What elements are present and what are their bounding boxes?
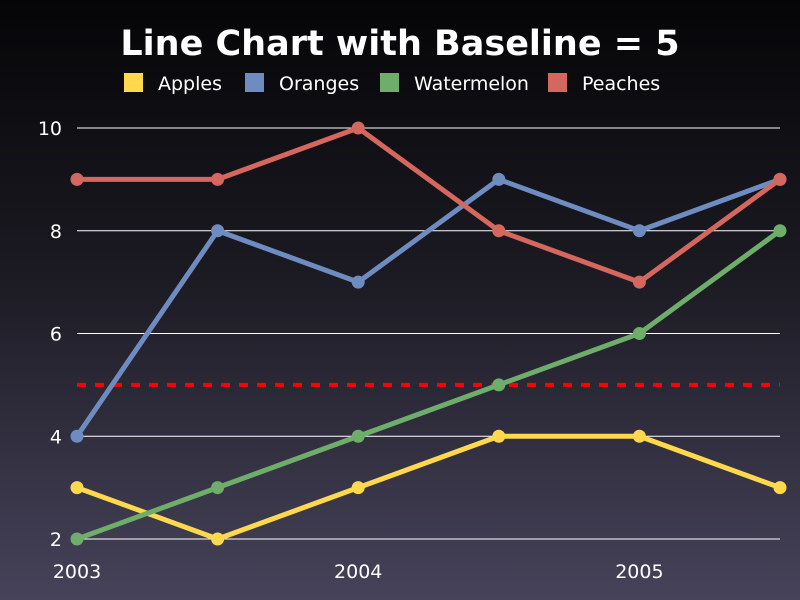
data-point-oranges <box>632 224 646 238</box>
series-apples <box>70 429 787 546</box>
legend-swatch <box>245 73 264 92</box>
data-point-peaches <box>70 172 84 186</box>
data-point-peaches <box>351 121 365 135</box>
data-point-peaches <box>632 275 646 289</box>
x-tick-label: 2005 <box>615 561 663 583</box>
data-point-peaches <box>211 172 225 186</box>
series-line-peaches <box>74 125 783 285</box>
data-point-oranges <box>211 224 225 238</box>
legend-label: Watermelon <box>414 73 529 95</box>
y-tick-label: 6 <box>50 324 62 346</box>
data-point-oranges <box>70 429 84 443</box>
x-axis: 2003 2004 2005 <box>53 561 664 583</box>
data-point-watermelon <box>492 378 506 392</box>
series-oranges <box>70 172 787 443</box>
series-line-apples <box>74 433 783 542</box>
chart-title: Line Chart with Baseline = 5 <box>120 24 679 64</box>
legend-swatch <box>548 73 567 92</box>
data-point-peaches <box>773 172 787 186</box>
data-point-watermelon <box>211 481 225 495</box>
legend: Apples Oranges Watermelon Peaches <box>124 73 660 95</box>
y-tick-label: 8 <box>50 221 62 243</box>
data-point-watermelon <box>632 327 646 340</box>
legend-item-peaches: Peaches <box>548 73 660 95</box>
legend-swatch <box>124 73 143 92</box>
y-axis: 2 4 6 8 10 <box>38 118 62 551</box>
series-line-watermelon <box>74 228 783 542</box>
y-tick-label: 10 <box>38 118 62 140</box>
legend-swatch <box>380 73 399 92</box>
data-point-apples <box>773 481 787 495</box>
series-line-oranges <box>74 176 783 439</box>
x-tick-label: 2003 <box>53 561 101 583</box>
legend-item-oranges: Oranges <box>245 73 359 95</box>
data-point-oranges <box>351 275 365 289</box>
data-point-watermelon <box>70 532 84 546</box>
data-point-watermelon <box>773 224 787 238</box>
data-point-oranges <box>492 172 506 186</box>
legend-item-watermelon: Watermelon <box>380 73 529 95</box>
x-tick-label: 2004 <box>334 561 382 583</box>
gridlines <box>77 127 780 540</box>
data-point-watermelon <box>351 429 365 443</box>
data-point-apples <box>351 481 365 495</box>
series-watermelon <box>70 224 787 546</box>
data-point-apples <box>632 429 646 443</box>
legend-label: Oranges <box>279 73 359 95</box>
legend-item-apples: Apples <box>124 73 222 95</box>
legend-label: Apples <box>158 73 222 95</box>
data-point-apples <box>211 532 225 546</box>
data-point-apples <box>492 429 506 443</box>
legend-label: Peaches <box>582 73 660 95</box>
y-tick-label: 4 <box>50 426 62 448</box>
series-layer <box>70 121 787 546</box>
series-peaches <box>70 121 787 289</box>
y-tick-label: 2 <box>50 529 62 551</box>
data-point-peaches <box>492 224 506 238</box>
data-point-apples <box>70 481 84 495</box>
